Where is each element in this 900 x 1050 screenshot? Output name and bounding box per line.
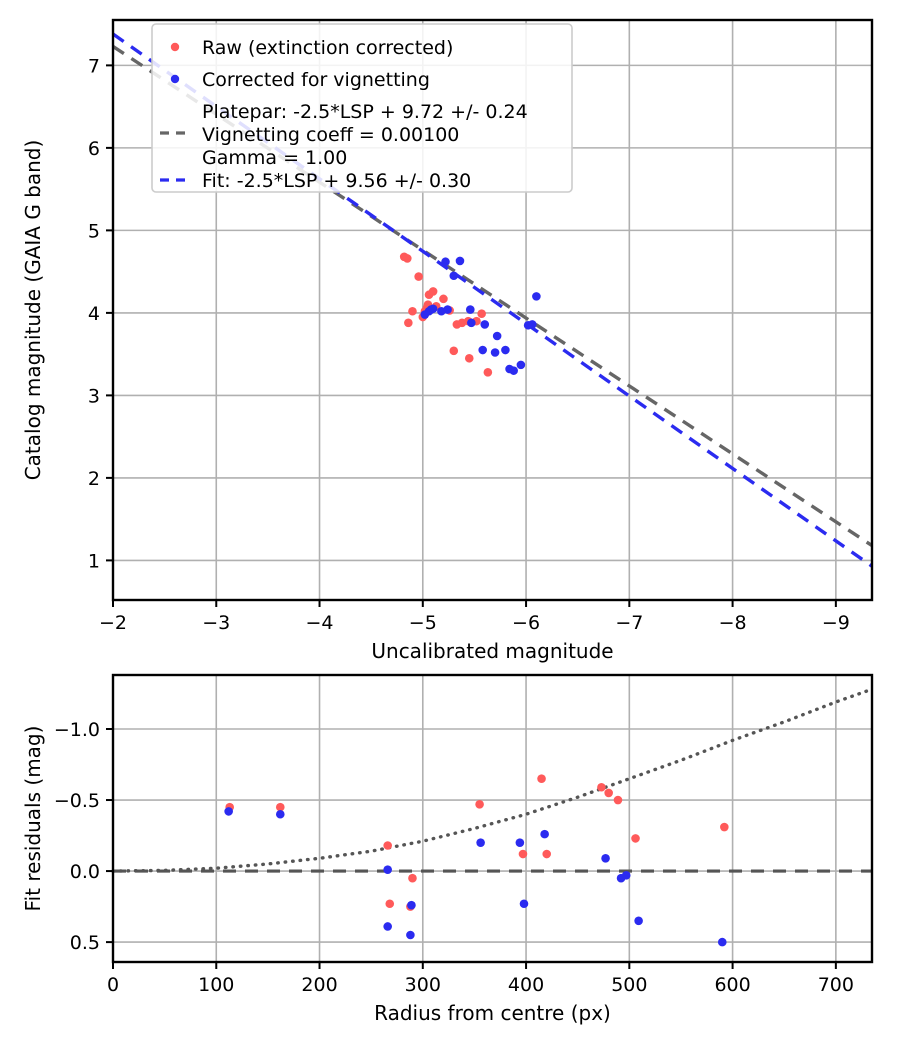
- x-axis-label-bottom: Radius from centre (px): [374, 1001, 611, 1025]
- data-point: [493, 332, 502, 341]
- data-point: [475, 800, 484, 809]
- tick-label-x: 300: [405, 974, 441, 996]
- tick-label-y: 1: [88, 550, 100, 572]
- data-point: [408, 874, 417, 883]
- tick-label-y: 5: [88, 220, 100, 242]
- data-point: [421, 310, 430, 319]
- data-point: [408, 307, 417, 316]
- data-point: [631, 834, 640, 843]
- tick-label-y: 6: [88, 138, 100, 160]
- legend-marker-corrected-icon: [171, 75, 179, 83]
- tick-label-x: 600: [714, 974, 750, 996]
- tick-label-y: 4: [88, 303, 100, 325]
- data-point: [404, 318, 413, 327]
- data-point: [604, 789, 613, 798]
- data-point: [509, 366, 518, 375]
- data-point: [276, 810, 285, 819]
- data-point: [476, 838, 485, 847]
- legend-label-vignetting-coeff: Vignetting coeff = 0.00100: [202, 124, 459, 146]
- data-point: [477, 309, 486, 318]
- tick-label-x: −3: [202, 612, 230, 634]
- data-point: [429, 304, 438, 313]
- data-point: [467, 318, 476, 327]
- data-point: [484, 368, 493, 377]
- data-point: [456, 257, 465, 266]
- tick-label-x: 0: [107, 974, 119, 996]
- data-point: [383, 841, 392, 850]
- data-point: [478, 346, 487, 355]
- legend-marker-raw-icon: [171, 43, 179, 51]
- data-point: [407, 901, 416, 910]
- tick-label-x: 100: [198, 974, 234, 996]
- data-point: [614, 796, 623, 805]
- data-point: [491, 348, 500, 357]
- data-point: [501, 346, 510, 355]
- tick-label-x: 400: [508, 974, 544, 996]
- data-point: [537, 774, 546, 783]
- data-point: [720, 823, 729, 832]
- data-point: [480, 320, 489, 329]
- tick-label-y: 0.5: [70, 932, 100, 954]
- y-axis-label-bottom: Fit residuals (mag): [21, 726, 45, 912]
- tick-label-x: −7: [615, 612, 643, 634]
- tick-label-x: 500: [611, 974, 647, 996]
- tick-label-y: −1.0: [54, 719, 100, 741]
- data-point: [224, 807, 233, 816]
- y-axis-label-top: Catalog magnitude (GAIA G band): [21, 140, 45, 481]
- tick-label-x: −2: [99, 612, 127, 634]
- data-point: [439, 295, 448, 304]
- data-point: [465, 354, 474, 363]
- tick-label-x: −6: [512, 612, 540, 634]
- data-point: [516, 838, 525, 847]
- data-point: [406, 931, 415, 940]
- data-point: [449, 271, 458, 280]
- data-point: [403, 254, 412, 263]
- tick-label-y: −0.5: [54, 790, 100, 812]
- data-point: [622, 871, 631, 880]
- tick-label-x: −8: [719, 612, 747, 634]
- tick-label-x: −9: [822, 612, 850, 634]
- legend-label-platepar: Platepar: -2.5*LSP + 9.72 +/- 0.24: [202, 101, 528, 123]
- data-point: [383, 865, 392, 874]
- legend-top: Raw (extinction corrected) Corrected for…: [152, 24, 572, 192]
- data-point: [718, 938, 727, 947]
- x-axis-label-top: Uncalibrated magnitude: [371, 639, 613, 663]
- data-point: [437, 307, 446, 316]
- data-point: [429, 287, 438, 296]
- data-point: [519, 850, 528, 859]
- data-point: [383, 922, 392, 931]
- data-point: [528, 320, 537, 329]
- data-point: [466, 305, 475, 314]
- tick-label-y: 2: [88, 468, 100, 490]
- data-point: [517, 361, 526, 370]
- tick-label-x: 200: [301, 974, 337, 996]
- tick-label-x: −4: [306, 612, 334, 634]
- legend-label-raw: Raw (extinction corrected): [202, 37, 453, 59]
- data-point: [601, 854, 610, 863]
- data-point: [542, 850, 551, 859]
- tick-label-x: 700: [818, 974, 854, 996]
- tick-label-x: −5: [409, 612, 437, 634]
- tick-label-y: 3: [88, 385, 100, 407]
- data-point: [385, 899, 394, 908]
- data-point: [540, 830, 549, 839]
- data-point: [520, 899, 529, 908]
- data-point: [532, 292, 541, 301]
- data-point: [414, 272, 423, 281]
- data-point: [597, 783, 606, 792]
- legend-label-gamma: Gamma = 1.00: [202, 147, 347, 169]
- data-point: [449, 347, 458, 356]
- legend-label-corrected: Corrected for vignetting: [202, 69, 430, 91]
- tick-label-y: 0.0: [70, 861, 100, 883]
- matplotlib-figure: −2 −3 −4 −5 −6 −7 −8 −9 1 2 3 4 5 6 7 Uncalibrated mag…: [0, 0, 900, 1050]
- figure-root: −2 −3 −4 −5 −6 −7 −8 −9 1 2 3 4 5 6 7 Uncalibrated mag…: [0, 0, 900, 1050]
- legend-label-fit: Fit: -2.5*LSP + 9.56 +/- 0.30: [202, 170, 471, 192]
- data-point: [441, 257, 450, 266]
- tick-label-y: 7: [88, 55, 100, 77]
- data-point: [634, 916, 643, 925]
